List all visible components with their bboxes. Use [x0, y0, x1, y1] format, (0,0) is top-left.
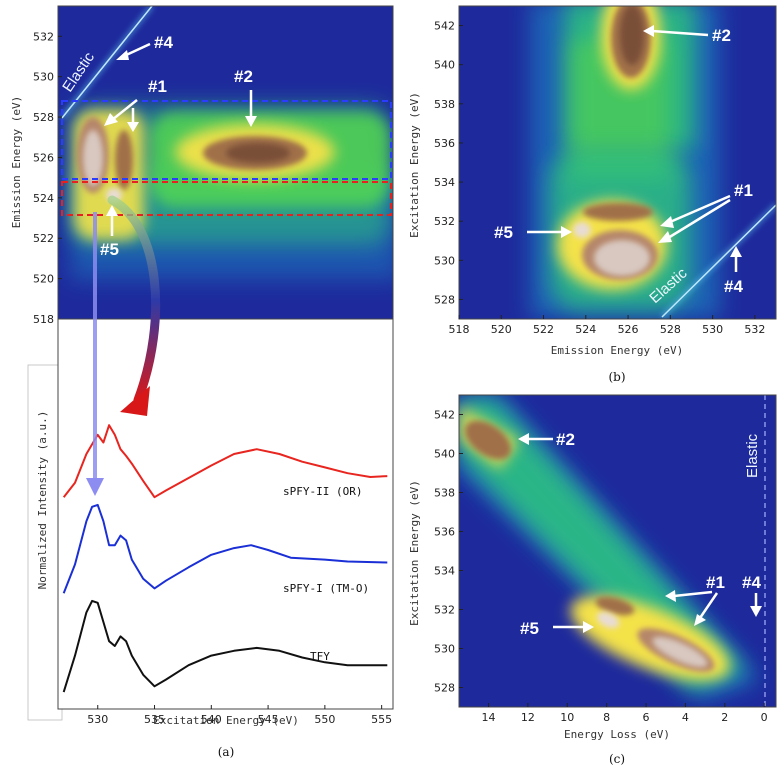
panel-a-top-y-tick-label: 524	[33, 192, 54, 205]
panel-b-x-tick-label: 530	[702, 323, 723, 336]
series-label-tfy: TFY	[310, 650, 330, 663]
annotation-4-c: #4	[742, 573, 761, 592]
panel-b-heatmap: 518 520 522 524 526 528 530 532 528 530 532 534 536 5…	[408, 5, 777, 357]
panel-a-ylabel: Normalized Intensity (a.u.)	[36, 411, 49, 590]
annotation-5-c: #5	[520, 619, 539, 638]
panel-b-x-tick-label: 522	[533, 323, 554, 336]
panel-b-y-tick-label: 538	[434, 98, 455, 111]
series-line-2	[62, 599, 388, 693]
panel-c-ylabel: Excitation Energy (eV)	[408, 480, 421, 626]
panel-a-top-y-tick-label: 520	[33, 273, 54, 286]
panel-a-top-y-tick-label: 526	[33, 151, 54, 164]
panel-a-x-tick-label: 540	[201, 713, 222, 726]
panel-c-y-tick-label: 542	[434, 409, 455, 422]
annotation-4-a: #4	[154, 33, 173, 52]
panel-b-x-tick-label: 528	[660, 323, 681, 336]
annotation-2-a: #2	[234, 67, 253, 86]
panel-b-y-tick-label: 530	[434, 254, 455, 267]
panel-c-y-tick-label: 530	[434, 643, 455, 656]
panel-a-series	[62, 424, 388, 693]
panel-a-top-y-tick-label: 518	[33, 313, 54, 326]
panel-a-heatmap: 518 520 522 524 526 528 530 532 Emission Energy…	[10, 5, 394, 326]
panel-a-top-y-tick-label: 532	[33, 30, 54, 43]
panel-b-y-tick-label: 540	[434, 59, 455, 72]
annotation-5-a: #5	[100, 240, 119, 259]
panel-c-x-tick-label: 8	[603, 711, 610, 724]
panel-b-x-tick-label: 520	[491, 323, 512, 336]
panel-b-x-tick-label: 524	[575, 323, 596, 336]
annotation-1-b: #1	[734, 181, 753, 200]
curved-arrow	[107, 195, 161, 405]
box-red-top	[61, 181, 392, 216]
panel-a-top-y-tick-label: 528	[33, 111, 54, 124]
panel-c-ticks: 14 12 10 8 6 4 2 0 528 530 532 534 536 538 540 542	[434, 409, 768, 725]
caption-a: (a)	[218, 745, 235, 759]
panel-c-y-tick-label: 540	[434, 448, 455, 461]
series-line-1	[62, 503, 388, 594]
panel-b-y-tick-label: 528	[434, 293, 455, 306]
panel-b-ticks: 518 520 522 524 526 528 530 532 528 530 532 534 536 5…	[434, 20, 765, 336]
elastic-label-c: Elastic	[744, 433, 761, 478]
panel-c-x-tick-label: 12	[521, 711, 535, 724]
series-line-0	[62, 424, 388, 499]
panel-a-xlabel: Excitation Energy (eV)	[153, 714, 299, 727]
panel-b-ylabel: Excitation Energy (eV)	[408, 92, 421, 238]
panel-a-top-y-tick-label: 530	[33, 71, 54, 84]
panel-b-x-tick-label: 526	[618, 323, 639, 336]
panel-c-y-tick-label: 536	[434, 526, 455, 539]
annotation-2-b: #2	[712, 26, 731, 45]
panel-c-x-tick-label: 0	[761, 711, 768, 724]
panel-c-x-tick-label: 10	[560, 711, 574, 724]
panel-b-y-tick-label: 534	[434, 176, 455, 189]
annotation-1-a: #1	[148, 77, 167, 96]
annotation-5-b: #5	[494, 223, 513, 242]
caption-c: (c)	[609, 752, 625, 766]
panel-c-x-tick-label: 2	[721, 711, 728, 724]
panel-b-x-tick-label: 518	[449, 323, 470, 336]
panel-b-y-tick-label: 542	[434, 20, 455, 33]
panel-a-top-ylabel: Emission Energy (eV)	[10, 96, 23, 228]
panel-a-top-y-tick-label: 522	[33, 232, 54, 245]
annotation-1-c: #1	[706, 573, 725, 592]
panel-a-x-tick-label: 550	[314, 713, 335, 726]
panel-c-y-tick-label: 528	[434, 682, 455, 695]
panel-a-x-tick-label: 535	[144, 713, 165, 726]
panel-c-xlabel: Energy Loss (eV)	[564, 728, 670, 741]
panel-c-y-tick-label: 532	[434, 604, 455, 617]
panel-b-x-tick-label: 532	[744, 323, 765, 336]
panel-b-y-tick-label: 532	[434, 215, 455, 228]
panel-a-x-tick-label: 530	[87, 713, 108, 726]
panel-a-line-chart: 530 535 540 545 550 555 Excitation Energy (eV…	[27, 195, 394, 727]
panel-b-y-tick-label: 536	[434, 137, 455, 150]
annotation-4-b: #4	[724, 277, 743, 296]
panel-a-x-tick-label: 545	[258, 713, 279, 726]
panel-b-xlabel: Emission Energy (eV)	[551, 344, 683, 357]
series-label-spfy-i: sPFY-I (TM-O)	[283, 582, 369, 595]
series-label-spfy-ii: sPFY-II (OR)	[283, 485, 362, 498]
panel-c-x-tick-label: 14	[482, 711, 496, 724]
panel-c-heatmap: 14 12 10 8 6 4 2 0 528 530 532 534 536 538 540 542 Ener…	[408, 394, 777, 741]
caption-b: (b)	[608, 370, 625, 384]
panel-a-x-tick-label: 555	[371, 713, 392, 726]
panel-c-y-tick-label: 538	[434, 487, 455, 500]
panel-c-x-tick-label: 4	[682, 711, 689, 724]
panel-c-y-tick-label: 534	[434, 565, 455, 578]
panel-c-x-tick-label: 6	[643, 711, 650, 724]
box-blue-top	[61, 100, 392, 180]
panel-a-top-yticks: 518 520 522 524 526 528 530 532	[33, 30, 62, 326]
panel-a-xticks: 530 535 540 545 550 555	[87, 705, 392, 726]
annotation-2-c: #2	[556, 430, 575, 449]
